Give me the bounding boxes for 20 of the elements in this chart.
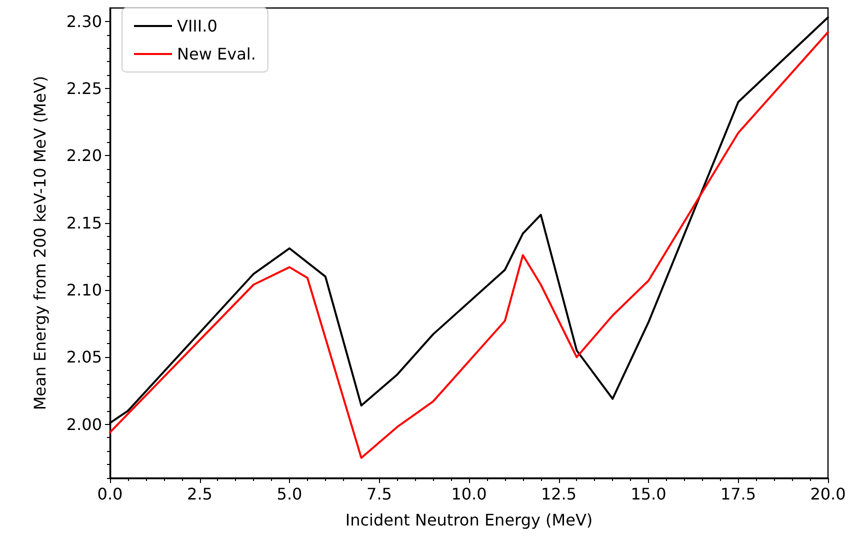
x-axis-title: Incident Neutron Energy (MeV)	[345, 510, 593, 530]
y-tick-label: 2.25	[66, 79, 102, 98]
x-tick-label: 0.0	[97, 484, 123, 504]
legend-label: New Eval.	[177, 44, 256, 64]
x-tick-label: 17.5	[720, 484, 756, 504]
y-tick-label: 2.30	[66, 12, 102, 31]
x-tick-label: 10.0	[451, 484, 487, 504]
x-tick-label: 15.0	[630, 484, 666, 504]
x-tick-label: 5.0	[276, 484, 302, 504]
y-tick-label: 2.05	[66, 348, 102, 367]
x-tick-label: 2.5	[187, 484, 212, 504]
y-tick-label: 2.20	[66, 146, 102, 166]
y-tick-label: 2.10	[66, 280, 102, 300]
legend-label: VIII.0	[177, 16, 218, 36]
x-tick-label: 7.5	[366, 484, 392, 504]
x-tick-label: 20.0	[810, 484, 846, 504]
y-tick-label: 2.15	[66, 213, 102, 232]
y-tick-label: 2.00	[66, 414, 102, 434]
x-tick-label: 12.5	[540, 484, 577, 504]
y-axis-title: Mean Energy from 200 keV-10 MeV (MeV)	[30, 76, 50, 410]
